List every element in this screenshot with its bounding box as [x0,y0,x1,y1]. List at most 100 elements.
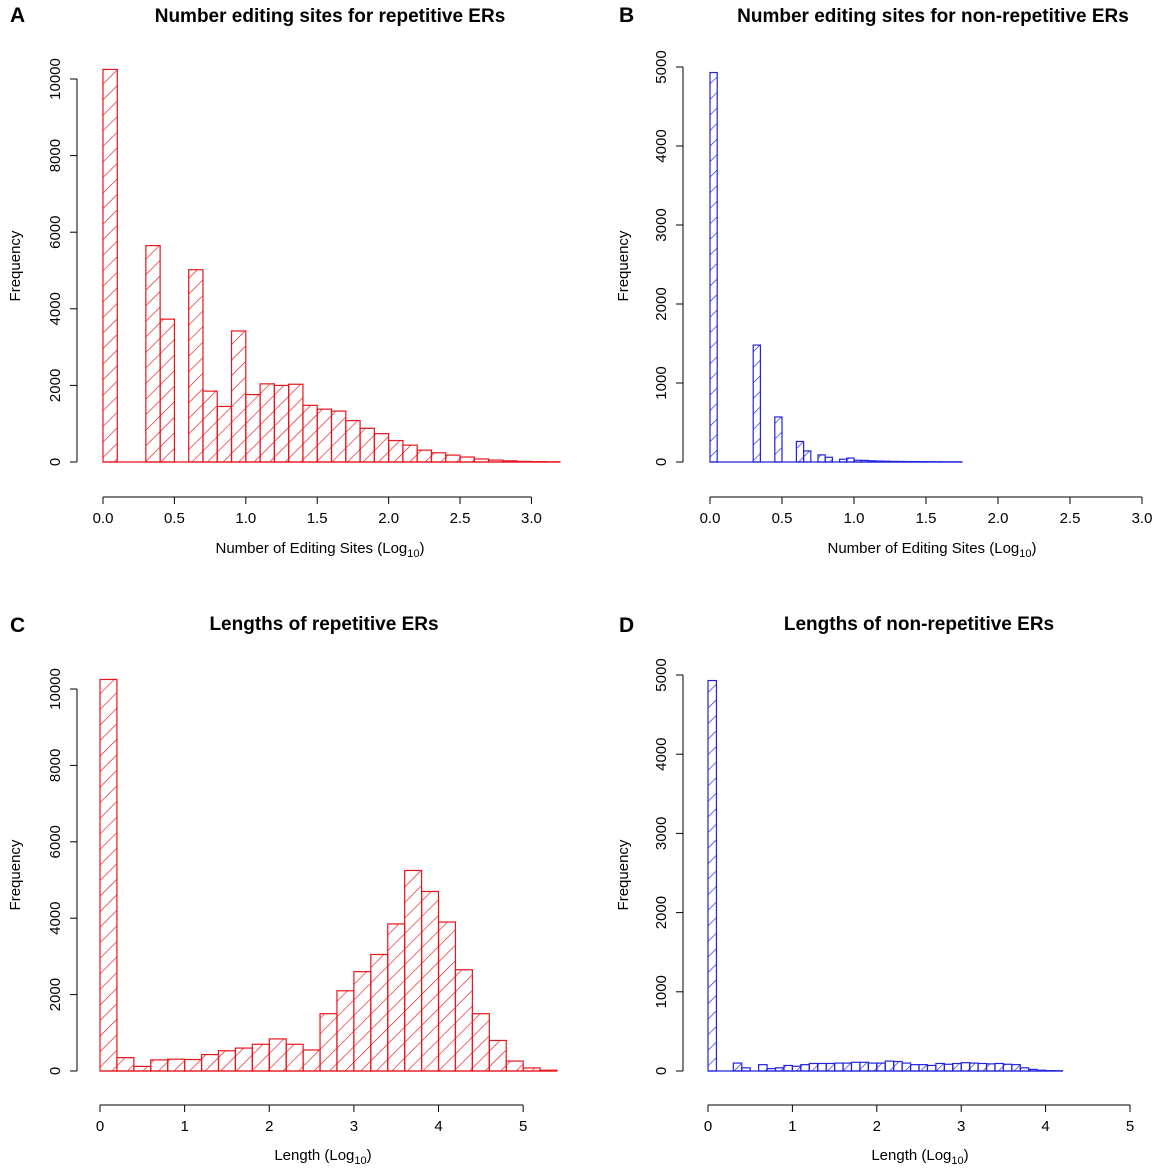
x-tick-label: 1 [788,1118,796,1135]
y-tick-label: 2000 [653,287,670,320]
histogram-bar [471,1013,490,1072]
histogram-bar [353,971,372,1072]
histogram-bar [230,330,247,463]
histogram-bar [876,1062,886,1072]
histogram-bar [935,1062,945,1072]
histogram-bar [234,1047,253,1072]
histogram-bar [302,1049,321,1072]
x-tick-label: 2 [873,1118,881,1135]
histogram-bar [116,1057,135,1072]
histogram-bar [145,245,161,463]
histogram-bar [732,1062,743,1072]
y-tick-label: 1000 [653,975,670,1008]
histogram-bar [454,969,473,1072]
histogram-bar [960,1062,971,1072]
x-tick-label: 0.0 [93,510,114,527]
x-tick-label: 1.0 [844,510,865,527]
y-axis-label: Frequency [615,839,632,910]
histogram-bar [774,416,783,463]
chart-title: Number editing sites for non-repetitive … [737,6,1129,27]
histogram-bar [319,1013,338,1072]
x-tick-label: 3 [350,1118,358,1135]
histogram-bar [133,1065,152,1072]
x-axis-label: Number of Editing Sites (Log10) [827,540,1036,560]
plot-area: 0 1 2 3 4 5 0 1000 2000 3000 4000 5000 [653,658,1134,1135]
y-axis-label: Frequency [615,230,632,301]
histogram-bar [802,450,812,463]
x-tick-label: 5 [1126,1118,1134,1135]
x-axis-label: Length (Log10) [274,1147,371,1167]
x-tick-label: 1.5 [307,510,328,527]
y-tick-label: 0 [47,458,64,466]
histogram-bar [707,679,718,1072]
histogram-bar [824,456,834,463]
chart-title: Number editing sites for repetitive ERs [155,6,506,27]
y-tick-label: 10000 [47,668,64,710]
histogram-bar [259,383,275,463]
histogram-bar [758,1064,768,1072]
x-tick-label: 2.5 [450,510,471,527]
x-tick-label: 3.0 [521,510,542,527]
histogram-bar [977,1062,988,1072]
y-axis-label: Frequency [7,230,24,301]
histogram-bar [404,869,423,1072]
panel-letter-a: A [10,4,25,27]
x-axis-label: Number of Editing Sites (Log10) [215,540,424,560]
x-tick-label: 1 [180,1118,188,1135]
histogram-bar [488,1039,507,1072]
histogram-bar [985,1063,996,1072]
y-tick-label: 2000 [47,369,64,402]
plot-area: 0.0 0.5 1.0 1.5 2.0 2.5 3.0 0 1000 2000 3000 4000 50… [653,50,1152,527]
histogram-bar [268,1038,287,1072]
y-tick-label: 3000 [653,208,670,241]
panel-letter-d: D [619,614,634,637]
histogram-bar [752,344,762,463]
panel-a: A Number editing sites for repetitive ER… [7,4,561,560]
panel-b: B Number editing sites for non-repetitiv… [615,4,1152,560]
histogram-bar [1002,1063,1013,1072]
panel-letter-b: B [619,4,634,27]
histogram-bar [245,393,261,463]
histogram-bar [345,420,361,463]
y-tick-label: 4000 [653,129,670,162]
x-tick-label: 2.5 [1060,510,1081,527]
histogram-bar [943,1063,954,1072]
histogram-bar [795,440,805,463]
histogram-bar [402,444,418,463]
histogram-bar [909,1064,920,1072]
histogram-bar [316,408,333,463]
histogram-bar [288,383,304,463]
histogram-bar [330,410,347,463]
y-tick-label: 8000 [47,139,64,172]
histogram-bar [217,1050,237,1072]
x-tick-label: 1.0 [235,510,256,527]
chart-title: Lengths of non-repetitive ERs [784,614,1054,635]
histogram-bar [150,1059,169,1072]
y-tick-label: 3000 [653,817,670,850]
histogram-bar [359,427,375,463]
histogram-bar [167,1058,186,1072]
x-tick-label: 0.5 [772,510,793,527]
y-tick-label: 8000 [47,749,64,782]
histogram-bar [200,1053,220,1072]
y-tick-label: 4000 [47,292,64,325]
plot-area: 0.0 0.5 1.0 1.5 2.0 2.5 3.0 0 2000 4000 6000 8000 10… [47,58,561,527]
y-axis-label: Frequency [7,839,24,910]
histogram-bar [884,1060,895,1072]
histogram-bar [445,454,461,463]
x-tick-label: 2 [265,1118,273,1135]
x-tick-label: 4 [434,1118,442,1135]
histogram-bar [302,404,318,463]
histogram-bar [952,1062,962,1072]
histogram-bar [388,439,404,463]
histogram-bar [159,318,176,463]
histogram-bar [184,1058,203,1072]
histogram-bar [437,921,457,1072]
histogram-bar [285,1043,304,1072]
histogram-bar [336,990,355,1072]
x-tick-label: 0 [704,1118,712,1135]
histogram-bar [505,1060,524,1072]
x-tick-label: 4 [1041,1118,1049,1135]
histogram-bar [969,1062,979,1072]
panel-d: D Lengths of non-repetitive ERs 0 1 2 3 4 5 0 1… [615,614,1134,1167]
